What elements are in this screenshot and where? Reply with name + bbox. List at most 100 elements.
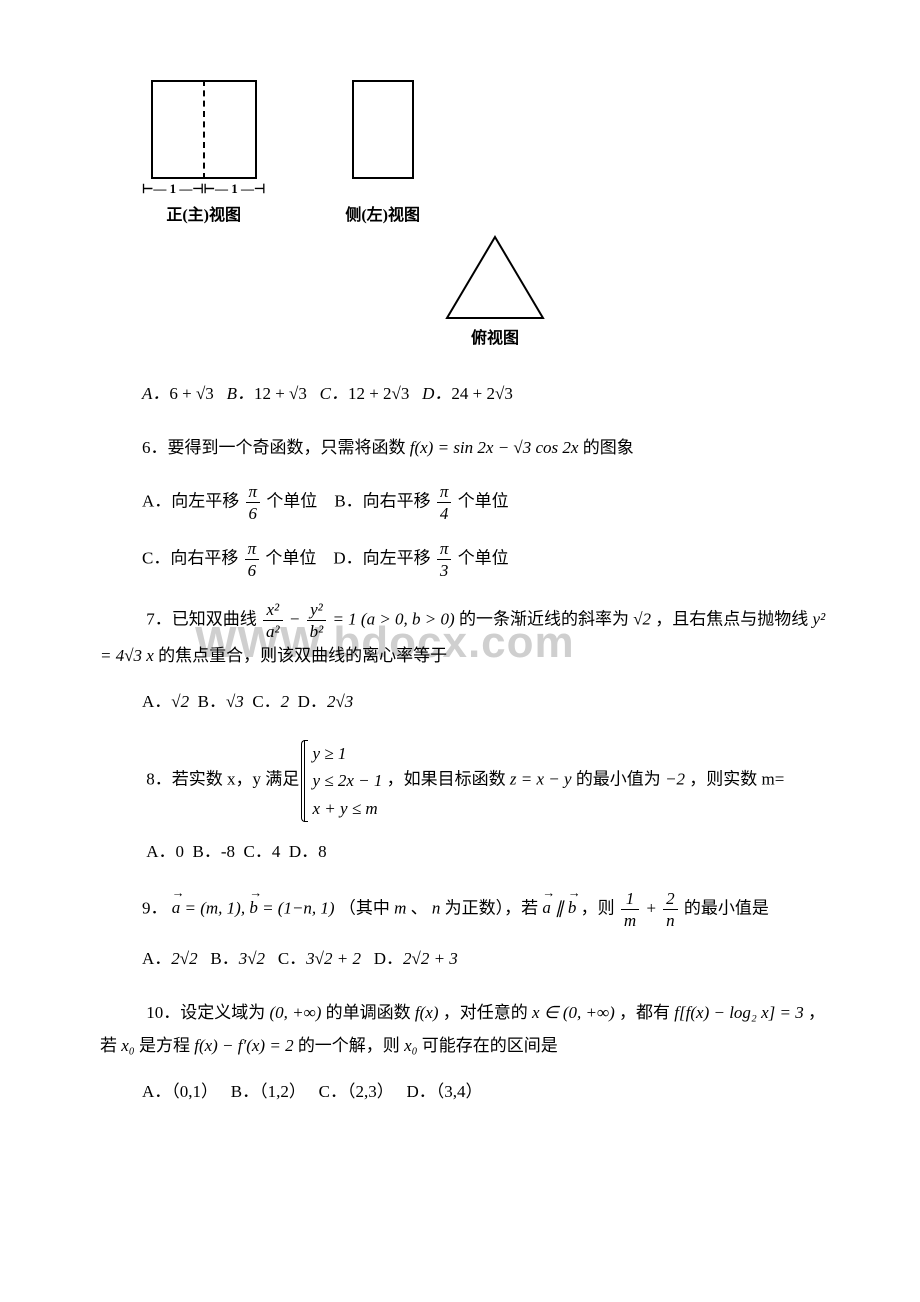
q9-opt-a: 2√2 bbox=[171, 949, 197, 968]
q6-c-den: 6 bbox=[245, 560, 260, 579]
q8-c1: y ≥ 1 bbox=[313, 740, 383, 767]
q7-opt-c: 2 bbox=[281, 692, 290, 711]
q10-opt-b: （1,2） bbox=[259, 1082, 306, 1101]
q8-stem4: ，则实数 m= bbox=[689, 770, 784, 789]
q5-opt-b: 12 + √3 bbox=[254, 384, 307, 403]
q9-dun: 、 bbox=[411, 898, 428, 917]
side-view-label: 侧(左)视图 bbox=[345, 201, 420, 225]
q8-c2: y ≤ 2x − 1 bbox=[313, 767, 383, 794]
question-5-options: A．6 + √3 B．12 + √3 C．12 + 2√3 D．24 + 2√3 bbox=[142, 378, 840, 410]
q8-opt-a: 0 bbox=[176, 842, 185, 861]
q6-d-den: 3 bbox=[437, 560, 452, 579]
dim-2: ⊢— 1 —⊣ bbox=[204, 181, 266, 197]
q6-opt-d-post: 个单位 bbox=[458, 548, 509, 567]
q6-stem: 6．要得到一个奇函数，只需将函数 bbox=[142, 438, 410, 457]
question-7: 7．已知双曲线 x²a² − y²b² = 1 (a > 0, b > 0) 的… bbox=[100, 601, 840, 719]
q6-b-den: 4 bbox=[437, 503, 452, 522]
top-view-triangle bbox=[445, 235, 545, 320]
q6-a-num: π bbox=[246, 483, 261, 503]
q9-aeq: = (m, 1), bbox=[185, 898, 250, 917]
q10-stem2: 的单调函数 bbox=[326, 1003, 415, 1022]
q9-m: m bbox=[394, 898, 406, 917]
q10-stem1: 10．设定义域为 bbox=[146, 1003, 269, 1022]
q7-f2d: b² bbox=[307, 621, 327, 640]
q10-fx: f(x) bbox=[415, 1003, 439, 1022]
q9-bvec: b bbox=[249, 892, 258, 924]
side-view: 侧(左)视图 bbox=[345, 80, 420, 225]
dim-1: ⊢— 1 —⊣ bbox=[142, 181, 204, 197]
q8-opt-b: -8 bbox=[221, 842, 235, 861]
q6-a-den: 6 bbox=[246, 503, 261, 522]
q9-stem3: 为正数），若 bbox=[445, 898, 543, 917]
q8-minv: −2 bbox=[665, 770, 685, 789]
q10-stem3: ，对任意的 bbox=[443, 1003, 532, 1022]
q9-opt-d: 2√2 + 3 bbox=[403, 949, 458, 968]
q8-opt-c: 4 bbox=[272, 842, 281, 861]
q6-opt-c-post: 个单位 bbox=[265, 548, 316, 567]
q9-bvec2: b bbox=[568, 892, 577, 924]
q10-stem7: 的一个解，则 bbox=[298, 1036, 404, 1055]
q7-eqtail: = 1 (a > 0, b > 0) bbox=[332, 609, 454, 628]
q9-avec: a bbox=[172, 892, 181, 924]
q8-stem3: 的最小值为 bbox=[576, 770, 665, 789]
q5-opt-a: 6 + √3 bbox=[169, 384, 213, 403]
q10-stem6: 是方程 bbox=[139, 1036, 194, 1055]
q9-f1d: m bbox=[621, 910, 639, 929]
q9-f2d: n bbox=[663, 910, 678, 929]
q9-f1n: 1 bbox=[621, 890, 639, 910]
q8-stem1: 8．若实数 x，y 满足 bbox=[146, 770, 303, 789]
q7-stem4: 的焦点重合，则该双曲线的离心率等于 bbox=[158, 646, 447, 665]
top-view: 俯视图 bbox=[150, 235, 840, 348]
question-8: 8．若实数 x，y 满足 y ≥ 1 y ≤ 2x − 1 x + y ≤ m … bbox=[100, 740, 840, 868]
q7-opt-d: 2√3 bbox=[327, 692, 353, 711]
q7-f1n: x² bbox=[263, 601, 283, 621]
q10-opt-a: （0,1） bbox=[171, 1082, 218, 1101]
q7-stem3: ，且右焦点与抛物线 bbox=[655, 609, 812, 628]
question-9: 9． a = (m, 1), b = (1−n, 1) （其中 m 、 n 为正… bbox=[142, 890, 840, 975]
q10-stem8: 可能存在的区间是 bbox=[422, 1036, 558, 1055]
q9-avec2: a bbox=[542, 892, 551, 924]
front-rect-right bbox=[205, 80, 257, 179]
q8-opt-d: 8 bbox=[318, 842, 327, 861]
q6-opt-b-pre: B．向右平移 bbox=[334, 491, 435, 510]
q6-stem-tail: 的图象 bbox=[583, 438, 634, 457]
q10-eq1: f[f(x) − log₂ x] = 3 bbox=[674, 1003, 803, 1022]
q10-opt-c: （2,3） bbox=[347, 1082, 394, 1101]
q7-stem1: 7．已知双曲线 bbox=[146, 609, 261, 628]
top-view-label: 俯视图 bbox=[471, 324, 519, 348]
q10-opt-d: （3,4） bbox=[436, 1082, 483, 1101]
q9-opt-c: 3√2 + 2 bbox=[306, 949, 361, 968]
q7-minus: − bbox=[289, 609, 305, 628]
q7-f1d: a² bbox=[263, 621, 283, 640]
q10-dom: (0, +∞) bbox=[270, 1003, 322, 1022]
q9-f2n: 2 bbox=[663, 890, 678, 910]
question-10: 10．设定义域为 (0, +∞) 的单调函数 f(x) ，对任意的 x ∈ (0… bbox=[100, 997, 840, 1108]
q6-opt-c-pre: C．向右平移 bbox=[142, 548, 243, 567]
q9-stem4: ，则 bbox=[581, 898, 619, 917]
front-view-label: 正(主)视图 bbox=[166, 201, 241, 225]
q9-par: ∥ bbox=[555, 898, 568, 917]
q6-b-num: π bbox=[437, 483, 452, 503]
q6-d-num: π bbox=[437, 540, 452, 560]
q9-n: n bbox=[432, 898, 441, 917]
q7-opt-a: √2 bbox=[171, 692, 189, 711]
q9-plus: + bbox=[645, 898, 661, 917]
q9-stem2: （其中 bbox=[339, 898, 394, 917]
question-6: 6．要得到一个奇函数，只需将函数 f(x) = sin 2x − √3 cos … bbox=[142, 432, 840, 578]
front-rect-left bbox=[151, 80, 205, 179]
q5-opt-c: 12 + 2√3 bbox=[348, 384, 409, 403]
q10-eq2: f(x) − f′(x) = 2 bbox=[194, 1036, 293, 1055]
q9-stem5: 的最小值是 bbox=[684, 898, 769, 917]
q6-opt-d-pre: D．向左平移 bbox=[333, 548, 435, 567]
q9-beq: = (1−n, 1) bbox=[262, 898, 335, 917]
q10-x0b: x₀ bbox=[404, 1036, 417, 1055]
q6-opt-a-pre: A．向左平移 bbox=[142, 491, 244, 510]
q8-c3: x + y ≤ m bbox=[313, 795, 383, 822]
q5-opt-d: 24 + 2√3 bbox=[451, 384, 512, 403]
q7-opt-b: √3 bbox=[226, 692, 244, 711]
q9-opt-b: 3√2 bbox=[239, 949, 265, 968]
q8-stem2: ，如果目标函数 bbox=[387, 770, 510, 789]
q6-c-num: π bbox=[245, 540, 260, 560]
q7-f2n: y² bbox=[307, 601, 327, 621]
q10-xin: x ∈ (0, +∞) bbox=[532, 1003, 615, 1022]
